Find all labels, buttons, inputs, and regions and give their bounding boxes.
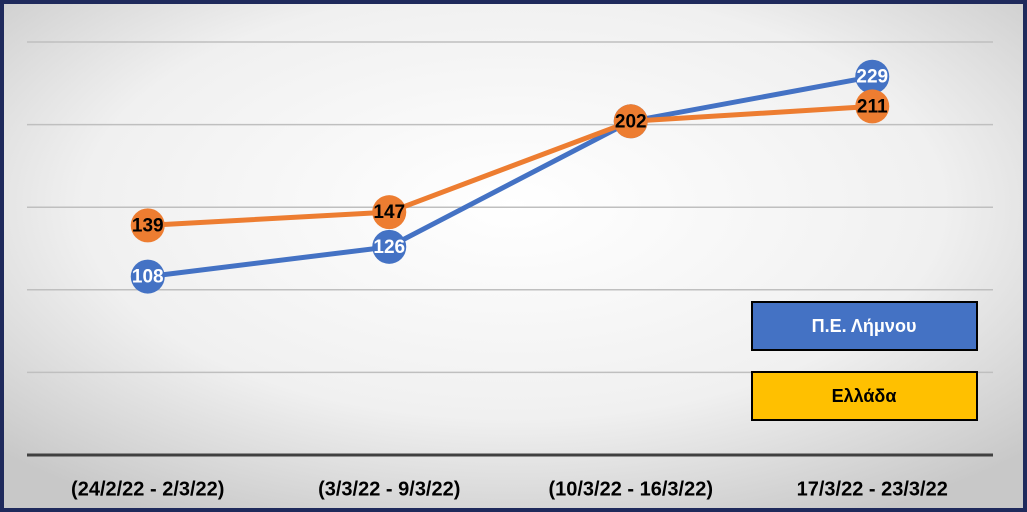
legend: Π.Ε. Λήμνου Ελλάδα (751, 301, 978, 421)
point-marker (130, 208, 165, 243)
x-tick-label: (10/3/22 - 16/3/22) (548, 478, 713, 500)
plot: 108126202229139147202211 (130, 59, 890, 294)
x-tick-label: (24/2/22 - 2/3/22) (71, 478, 224, 500)
data-label: 108 (132, 267, 164, 288)
x-tick-label: 17/3/22 - 23/3/22 (797, 478, 948, 500)
series-line (147, 74, 873, 280)
data-label: 139 (132, 215, 164, 236)
point-marker (372, 195, 407, 230)
point-marker (855, 89, 890, 124)
legend-label: Ελλάδα (832, 386, 897, 406)
data-label: 211 (857, 96, 888, 117)
legend-swatch (751, 301, 978, 351)
legend-swatch (751, 371, 978, 421)
legend-label: Π.Ε. Λήμνου (812, 316, 917, 336)
point-marker (372, 229, 407, 264)
data-label: 147 (373, 202, 405, 223)
x-tick-label: (3/3/22 - 9/3/22) (318, 478, 460, 500)
data-label: 229 (856, 67, 888, 88)
point-marker (613, 104, 648, 139)
data-label: 126 (373, 237, 405, 258)
point-marker (130, 259, 165, 294)
data-label: 202 (615, 111, 647, 132)
point-marker (855, 59, 890, 94)
series-line (147, 103, 873, 228)
